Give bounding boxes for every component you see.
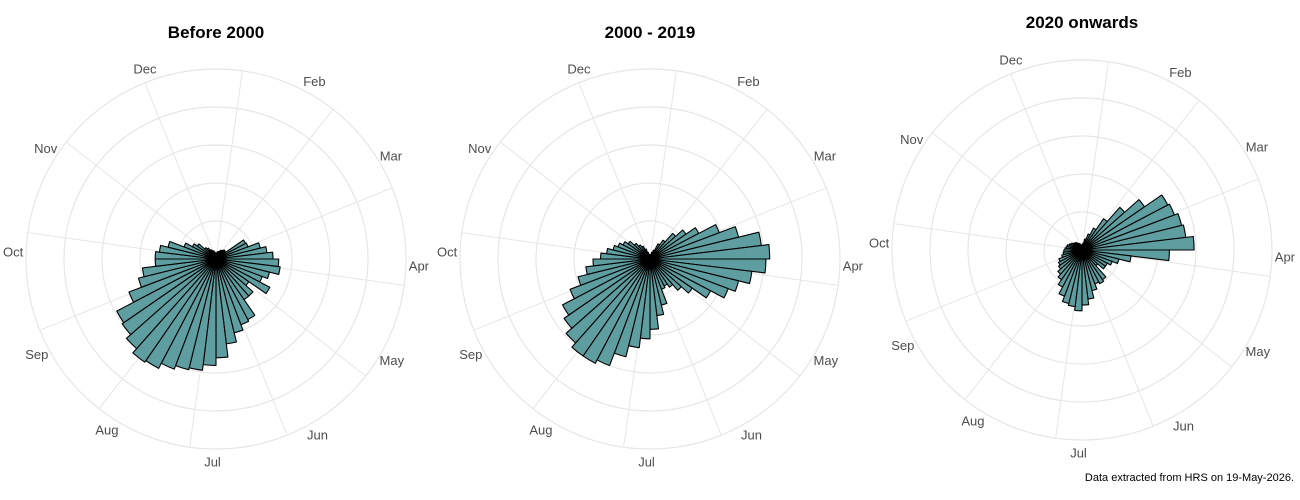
bar — [565, 258, 651, 344]
month-tick-label: Mar — [380, 149, 403, 164]
grid-ring — [63, 106, 369, 412]
month-tick-label: Aug — [961, 414, 984, 429]
grid-ring — [967, 135, 1197, 365]
panel-2020-onwards: 2020 onwards Dec Feb Mar Apr May Jun Jul Aug Sep… — [869, 13, 1296, 461]
month-tick-label: Oct — [3, 244, 24, 259]
month-tick-label: Dec — [567, 61, 591, 76]
bars — [561, 224, 771, 367]
panel-title: 2020 onwards — [1026, 13, 1138, 32]
month-tick-label: Oct — [437, 244, 458, 259]
month-tick-label: May — [380, 353, 405, 368]
month-tick-label: Jun — [741, 427, 762, 442]
month-tick-label: Jul — [638, 455, 655, 470]
bar — [577, 258, 651, 286]
month-tick-label: Nov — [34, 141, 58, 156]
month-tick-label: Mar — [1246, 140, 1269, 155]
month-tick-label: Jun — [1173, 418, 1194, 433]
grid-spoke — [144, 82, 217, 260]
month-tick-label: Sep — [891, 338, 914, 353]
month-tick-label: Apr — [843, 259, 864, 274]
bar — [592, 258, 651, 267]
bar — [649, 258, 674, 288]
bar — [1061, 249, 1083, 258]
bars — [1057, 194, 1195, 312]
grid-spoke — [905, 249, 1083, 322]
month-tick-label: Feb — [1169, 65, 1191, 80]
month-tick-label: Mar — [814, 149, 837, 164]
bar — [563, 258, 651, 329]
grid-spoke — [649, 108, 768, 260]
month-tick-label: Apr — [1275, 250, 1296, 265]
month-tick-label: May — [814, 353, 839, 368]
month-tick-label: Oct — [869, 235, 890, 250]
month-tick-label: Feb — [737, 74, 759, 89]
month-tick-label: Dec — [999, 52, 1023, 67]
bar — [214, 253, 217, 260]
bar — [116, 258, 217, 324]
grid-ring — [25, 68, 407, 450]
bar — [128, 258, 217, 303]
bar — [649, 244, 771, 260]
month-tick-label: Jul — [1070, 446, 1087, 461]
month-tick-label: Nov — [900, 132, 924, 147]
panel-2000-2019: 2000 - 2019 Dec Feb Mar Apr May Jun Jul Aug Sep O… — [437, 23, 864, 470]
bar — [1080, 244, 1083, 251]
grid-spoke — [1010, 73, 1083, 251]
month-tick-label: Sep — [459, 347, 482, 362]
bar — [1081, 235, 1195, 251]
bar — [1057, 249, 1083, 270]
bar — [1058, 249, 1083, 263]
bar — [1057, 249, 1083, 266]
grid-spoke — [65, 141, 217, 260]
grid-ring — [459, 68, 841, 450]
month-tick-label: Nov — [468, 141, 492, 156]
month-tick-label: Aug — [529, 423, 552, 438]
bar — [1062, 249, 1083, 256]
panel-title: 2000 - 2019 — [605, 23, 696, 42]
month-tick-label: Aug — [95, 423, 118, 438]
grid-spoke — [1081, 61, 1109, 251]
month-tick-label: Jun — [307, 427, 328, 442]
bar — [649, 258, 712, 299]
bars — [116, 239, 281, 371]
data-source-caption: Data extracted from HRS on 19-May-2026. — [1084, 472, 1294, 484]
grid-ring — [101, 144, 331, 374]
month-tick-label: Sep — [25, 347, 48, 362]
panel-title: Before 2000 — [168, 23, 264, 42]
bar — [141, 258, 217, 278]
grid-spoke — [931, 132, 1083, 251]
grid-spoke — [215, 70, 243, 260]
grid-ring — [497, 106, 803, 412]
panel-before-2000: Before 2000 Dec Feb Mar Apr May Jun Jul Aug Sep O… — [3, 23, 430, 470]
month-tick-label: Dec — [133, 61, 157, 76]
grid-spoke — [1081, 249, 1233, 368]
month-tick-label: Feb — [303, 74, 325, 89]
bar — [569, 258, 651, 300]
bar — [571, 258, 651, 357]
grid-spoke — [893, 223, 1083, 251]
bar — [561, 258, 651, 316]
bar — [132, 258, 217, 363]
bar — [125, 258, 217, 350]
bar — [649, 258, 682, 291]
bar — [1081, 249, 1105, 285]
grid-ring — [929, 97, 1235, 403]
month-tick-label: May — [1246, 344, 1271, 359]
bar — [121, 258, 217, 336]
bar — [585, 258, 651, 276]
grid-spoke — [215, 108, 334, 260]
grid-spoke — [649, 70, 677, 260]
grid-spoke — [578, 82, 651, 260]
bar — [137, 258, 217, 288]
grid-spoke — [499, 141, 651, 260]
bar — [649, 258, 693, 294]
month-tick-label: Apr — [409, 259, 430, 274]
month-tick-label: Jul — [204, 455, 221, 470]
grid-ring — [891, 59, 1273, 441]
